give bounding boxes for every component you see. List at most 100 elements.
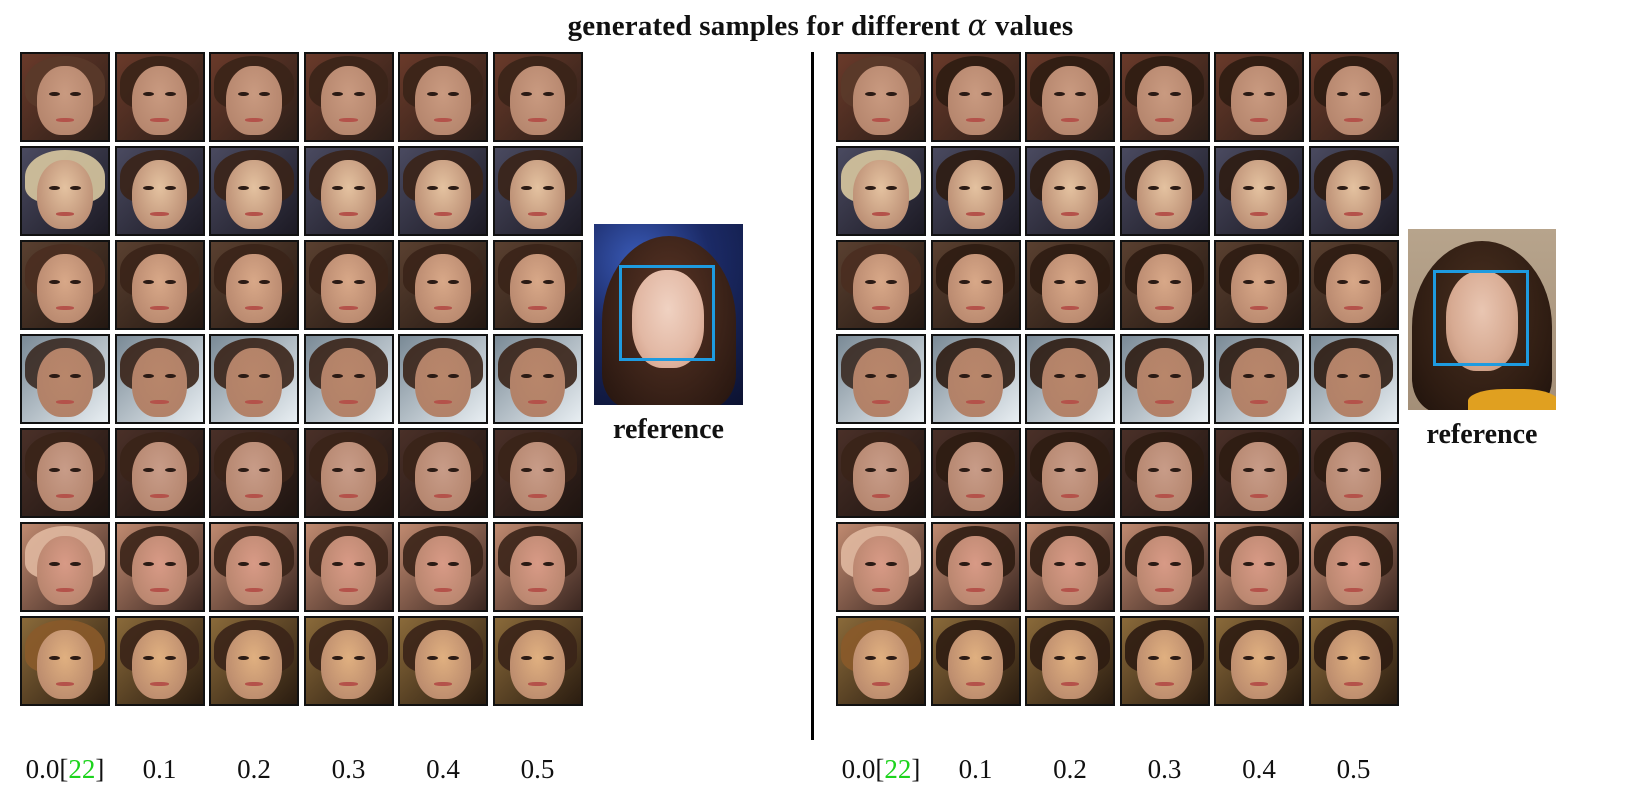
sample-image [303,334,394,424]
sample-image [836,428,926,518]
alpha-column-label: 0.0[22] [841,754,921,784]
right-panel [836,52,1426,742]
figure-title: generated samples for different α values [0,8,1641,43]
alpha-column-label: 0.1 [142,754,177,784]
figure-title-suffix: values [987,10,1074,42]
left-reference-label: reference [613,414,724,445]
sample-image [1308,240,1399,330]
sample-image [1119,428,1210,518]
alpha-column-label: 0.4 [1242,754,1276,784]
alpha-column-label: 0.3 [331,754,366,784]
sample-image [1308,52,1399,142]
citation-link[interactable]: 22 [884,754,912,784]
sample-image [492,428,583,518]
alpha-column-label: 0.5 [1336,754,1371,784]
sample-image [303,428,394,518]
sample-image [20,52,110,142]
sample-image [20,146,110,236]
sample-image [1025,334,1115,424]
sample-image [1025,146,1115,236]
sample-image [1214,146,1304,236]
sample-image [1119,522,1210,612]
sample-image [930,428,1021,518]
figure-title-text: generated samples for different [567,10,968,42]
sample-image [836,146,926,236]
sample-image [20,428,110,518]
sample-image [930,52,1021,142]
sample-image [209,52,299,142]
sample-image [836,522,926,612]
sample-image [930,240,1021,330]
sample-image [1214,522,1304,612]
sample-image [303,146,394,236]
alpha-column-label: 0.2 [1053,754,1087,784]
alpha-column-label: 0.2 [237,754,271,784]
sample-image [930,616,1021,706]
sample-image [1214,52,1304,142]
sample-image [398,240,488,330]
sample-image [492,240,583,330]
sample-image [209,334,299,424]
sample-image [20,616,110,706]
sample-image [398,52,488,142]
sample-image [209,146,299,236]
sample-image [398,428,488,518]
alpha-symbol: α [967,8,988,42]
sample-image [836,616,926,706]
sample-image [1214,240,1304,330]
sample-image [1119,146,1210,236]
sample-image [303,240,394,330]
sample-image [1025,240,1115,330]
reference-crop-box [1433,270,1529,366]
sample-image [1214,616,1304,706]
sample-image [398,522,488,612]
sample-image [114,616,205,706]
sample-image [1308,522,1399,612]
sample-image [836,334,926,424]
sample-image [303,522,394,612]
left-panel [20,52,610,742]
sample-image [1119,616,1210,706]
alpha-column-label: 0.4 [426,754,460,784]
sample-image [492,522,583,612]
sample-image [836,52,926,142]
sample-image [930,334,1021,424]
alpha-column-label: 0.1 [958,754,993,784]
sample-image [20,240,110,330]
sample-image [492,52,583,142]
sample-image [209,522,299,612]
sample-image [1119,334,1210,424]
sample-image [303,52,394,142]
right-reference-label: reference [1426,419,1538,450]
sample-image [114,52,205,142]
sample-image [114,428,205,518]
panel-divider [811,52,814,740]
sample-image [398,616,488,706]
sample-image [20,522,110,612]
sample-image [492,616,583,706]
sample-image [1308,616,1399,706]
sample-image [20,334,110,424]
sample-image [398,334,488,424]
sample-image [114,522,205,612]
left-reference-image [594,224,743,405]
sample-image [930,522,1021,612]
sample-image [1119,52,1210,142]
citation-link[interactable]: 22 [68,754,96,784]
sample-image [1308,146,1399,236]
sample-image [114,334,205,424]
sample-image [1214,428,1304,518]
sample-image [1214,334,1304,424]
sample-image [1025,616,1115,706]
sample-image [1025,428,1115,518]
sample-image [398,146,488,236]
sample-image [492,334,583,424]
alpha-column-label: 0.3 [1147,754,1182,784]
sample-image [1308,428,1399,518]
sample-image [930,146,1021,236]
sample-image [1119,240,1210,330]
reference-crop-box [619,265,715,361]
alpha-column-label: 0.5 [520,754,555,784]
sample-image [209,616,299,706]
sample-image [1025,522,1115,612]
